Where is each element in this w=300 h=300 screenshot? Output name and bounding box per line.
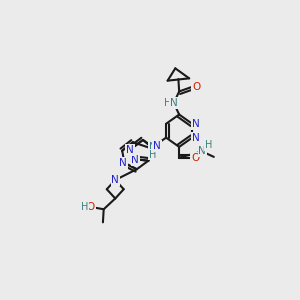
Text: H: H [148, 150, 156, 160]
Text: O: O [191, 153, 200, 163]
Text: H: H [81, 202, 88, 212]
Text: O: O [86, 202, 95, 212]
Text: N: N [119, 158, 127, 168]
Text: N: N [149, 142, 157, 152]
Text: N: N [111, 175, 119, 185]
Text: N: N [170, 98, 178, 108]
Text: N: N [153, 141, 161, 151]
Text: H: H [205, 140, 212, 150]
Text: H: H [164, 98, 171, 108]
Text: N: N [126, 145, 134, 155]
Text: N: N [198, 146, 206, 157]
Text: N: N [192, 119, 200, 129]
Text: N: N [131, 155, 139, 165]
Text: N: N [192, 133, 200, 142]
Text: O: O [192, 82, 200, 92]
